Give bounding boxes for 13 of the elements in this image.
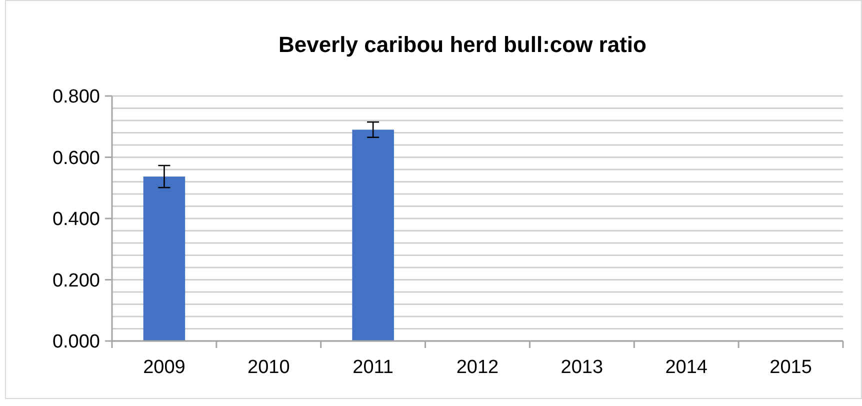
x-tick-label: 2010 xyxy=(248,357,290,378)
y-tick-label: 0.600 xyxy=(52,148,100,169)
y-tick-label: 0.400 xyxy=(52,209,100,230)
x-tick-label: 2011 xyxy=(352,357,394,378)
x-tick-label: 2009 xyxy=(143,357,186,378)
y-tick-label: 0.000 xyxy=(52,332,100,353)
x-tick-label: 2013 xyxy=(560,357,604,378)
x-tick-label: 2012 xyxy=(456,357,499,378)
y-tick-label: 0.800 xyxy=(52,86,100,108)
chart-title: Beverly caribou herd bull:cow ratio xyxy=(278,32,646,57)
y-tick-label: 0.200 xyxy=(52,270,100,292)
x-tick-label: 2014 xyxy=(665,357,708,378)
x-tick-label: 2015 xyxy=(770,357,812,378)
